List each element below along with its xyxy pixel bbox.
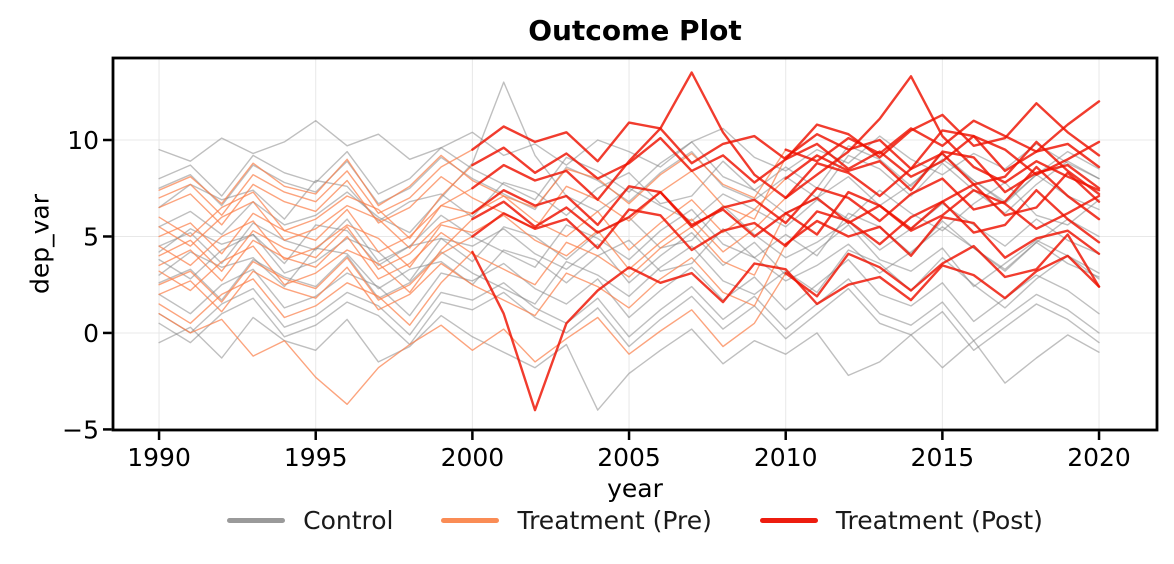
plot-border bbox=[111, 56, 1159, 432]
y-tick-label: 0 bbox=[83, 319, 99, 348]
series-line-control bbox=[158, 158, 1100, 222]
x-tick-label: 1995 bbox=[284, 443, 348, 472]
legend-swatch-treatment-pre-line bbox=[441, 517, 500, 523]
series-line-treatment-pre bbox=[158, 251, 474, 326]
legend-item-treatment-post: Treatment (Post) bbox=[759, 505, 1043, 535]
series-line-treatment-pre bbox=[158, 197, 787, 270]
x-tick-label: 2000 bbox=[441, 443, 505, 472]
series-line-treatment-post bbox=[471, 250, 1101, 412]
x-tick-label: 1990 bbox=[127, 443, 191, 472]
series-line-treatment-post bbox=[784, 215, 1101, 259]
legend-label: Control bbox=[303, 505, 394, 535]
series-line-control bbox=[158, 314, 1100, 411]
series-line-control bbox=[158, 258, 1100, 323]
x-tick-label: 2020 bbox=[1067, 443, 1131, 472]
x-axis-label: year bbox=[607, 474, 663, 503]
series-line-treatment-pre bbox=[158, 243, 787, 317]
series-line-treatment-post bbox=[471, 102, 1101, 165]
series-line-treatment-post bbox=[784, 171, 1101, 236]
y-tick-label: 5 bbox=[83, 222, 99, 251]
series-line-control bbox=[158, 278, 1100, 342]
series-line-treatment-pre bbox=[158, 235, 474, 303]
x-tick-label: 2015 bbox=[911, 443, 975, 472]
legend-label: Treatment (Pre) bbox=[517, 505, 712, 535]
series-line-treatment-pre bbox=[158, 156, 787, 230]
series-line-treatment-pre bbox=[158, 187, 474, 255]
series-line-control bbox=[158, 245, 1100, 309]
series-line-control bbox=[158, 287, 1100, 351]
legend-swatch-control-line bbox=[227, 517, 286, 523]
series-line-treatment-pre bbox=[158, 272, 787, 405]
series-line-control bbox=[158, 150, 1100, 215]
legend: Control Treatment (Pre) Treatment (Post) bbox=[113, 500, 1157, 540]
y-axis-label: dep_var bbox=[25, 193, 55, 295]
series-line-control bbox=[158, 119, 1100, 180]
x-tick-label: 2005 bbox=[597, 443, 661, 472]
series-line-control bbox=[158, 224, 1100, 288]
x-tick-label: 2010 bbox=[754, 443, 818, 472]
series-line-treatment-post bbox=[471, 188, 1101, 252]
legend-swatch-treatment-post-line bbox=[759, 517, 818, 523]
chart-title: Outcome Plot bbox=[528, 14, 742, 47]
series-line-treatment-post bbox=[784, 233, 1101, 298]
series-line-treatment-pre bbox=[158, 212, 474, 272]
series-line-control bbox=[158, 208, 1100, 272]
y-tick-label: 10 bbox=[67, 126, 99, 155]
legend-item-control: Control bbox=[227, 506, 393, 535]
series-line-treatment-post bbox=[784, 100, 1101, 163]
legend-label: Treatment (Post) bbox=[835, 505, 1043, 535]
legend-item-treatment-pre: Treatment (Pre) bbox=[441, 505, 712, 535]
y-tick-label: −5 bbox=[62, 415, 99, 444]
series-line-treatment-pre bbox=[158, 148, 474, 217]
series-line-treatment-pre bbox=[158, 164, 474, 240]
series-line-treatment-post bbox=[784, 150, 1101, 194]
series-line-treatment-post bbox=[784, 75, 1101, 200]
